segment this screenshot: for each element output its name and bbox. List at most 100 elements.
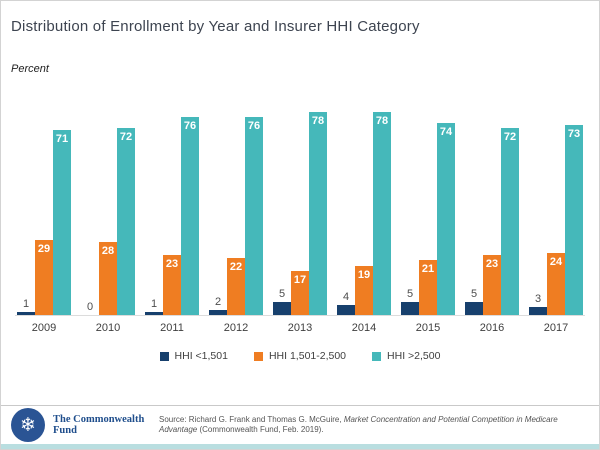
bar-2012-series0 xyxy=(209,309,227,315)
bar-2017-series2: 73 xyxy=(565,125,583,315)
bar-2013-series0 xyxy=(273,302,291,315)
legend-swatch-teal-icon xyxy=(372,351,382,361)
bar-2016-series1: 23 xyxy=(483,255,501,315)
bar-2015-series0 xyxy=(401,302,419,315)
value-label: 23 xyxy=(165,258,179,271)
bar-2016-series0 xyxy=(465,302,483,315)
bar-2013-series1: 17 xyxy=(291,270,309,315)
value-label: 23 xyxy=(485,258,499,271)
legend-swatch-orange-icon xyxy=(253,351,263,361)
x-tick-2012: 2012 xyxy=(223,322,249,334)
legend-item-hhi-mid: HHI 1,501-2,500 xyxy=(253,350,347,362)
bar-col: 28 xyxy=(99,242,117,315)
value-label: 19 xyxy=(357,268,371,281)
bar-group-2010: 0 28 72 xyxy=(81,127,135,315)
bar-col: 71 xyxy=(53,130,71,315)
bar-col: 5 xyxy=(273,288,291,315)
bar-col: 4 xyxy=(337,291,355,315)
bar-group-2013: 5 17 78 xyxy=(273,112,327,315)
bar-group-2009: 1 29 71 xyxy=(17,130,71,315)
bar-col: 74 xyxy=(437,122,455,315)
bar-col: 29 xyxy=(35,239,53,315)
bar-col: 76 xyxy=(245,117,263,315)
bar-col: 2 xyxy=(209,296,227,315)
bar-groups: 1 29 71 0 28 72 1 23 76 2 22 76 5 17 78 4 19 78 5 21 74 5 23 72… xyxy=(15,93,585,316)
commonwealth-fund-logo: ❄ The Commonwealth Fund xyxy=(11,408,145,442)
bottom-accent-strip xyxy=(1,444,599,449)
bar-col: 21 xyxy=(419,260,437,315)
value-label: 5 xyxy=(278,288,286,300)
legend-item-hhi-low: HHI <1,501 xyxy=(159,350,228,362)
bar-group-2011: 1 23 76 xyxy=(145,117,199,315)
bar-col: 72 xyxy=(501,127,519,315)
bar-group-2015: 5 21 74 xyxy=(401,122,455,315)
bar-2010-series2: 72 xyxy=(117,127,135,315)
bar-2009-series0 xyxy=(17,312,35,315)
value-label: 2 xyxy=(214,295,222,308)
legend-item-hhi-high: HHI >2,500 xyxy=(372,350,440,362)
bar-2011-series2: 76 xyxy=(181,117,199,315)
bar-col: 5 xyxy=(401,288,419,315)
spacer xyxy=(1,366,599,405)
value-label: 76 xyxy=(183,120,197,133)
value-label: 21 xyxy=(421,263,435,276)
bar-col: 1 xyxy=(17,298,35,315)
x-tick-2009: 2009 xyxy=(31,322,57,334)
page-title: Distribution of Enrollment by Year and I… xyxy=(11,18,420,35)
value-label: 72 xyxy=(503,130,517,143)
snowflake-icon: ❄ xyxy=(11,408,45,442)
bar-col: 17 xyxy=(291,270,309,315)
value-label: 5 xyxy=(406,288,414,300)
x-tick-2010: 2010 xyxy=(95,322,121,334)
bar-col: 23 xyxy=(163,255,181,315)
value-label: 0 xyxy=(86,301,94,313)
bar-2011-series0 xyxy=(145,312,163,315)
x-tick-2015: 2015 xyxy=(415,322,441,334)
value-label: 3 xyxy=(534,293,542,306)
bar-2017-series0 xyxy=(529,307,547,315)
value-label: 71 xyxy=(55,133,69,146)
bar-col: 23 xyxy=(483,255,501,315)
bar-2012-series1: 22 xyxy=(227,257,245,315)
legend-label: HHI >2,500 xyxy=(387,350,441,362)
logo-text: The Commonwealth Fund xyxy=(53,414,145,436)
source-work-title: Market Concentration and Potential Compe… xyxy=(159,415,558,434)
value-label: 22 xyxy=(229,260,243,273)
bar-group-2014: 4 19 78 xyxy=(337,112,391,315)
bar-2010-series1: 28 xyxy=(99,242,117,315)
value-label: 1 xyxy=(22,298,30,311)
bar-col: 19 xyxy=(355,265,373,315)
bar-col: 5 xyxy=(465,288,483,315)
value-label: 73 xyxy=(567,128,581,141)
bar-col: 3 xyxy=(529,293,547,315)
value-label: 17 xyxy=(293,273,307,286)
bar-group-2017: 3 24 73 xyxy=(529,125,583,315)
bar-col: 78 xyxy=(309,112,327,315)
bar-col: 1 xyxy=(145,298,163,315)
legend-label: HHI 1,501-2,500 xyxy=(268,350,347,362)
value-label: 76 xyxy=(247,120,261,133)
value-label: 72 xyxy=(119,130,133,143)
bar-2016-series2: 72 xyxy=(501,127,519,315)
chart-legend: HHI <1,501 HHI 1,501-2,500 HHI >2,500 xyxy=(1,346,599,366)
value-label: 5 xyxy=(470,288,478,300)
bar-col: 72 xyxy=(117,127,135,315)
value-label: 28 xyxy=(101,245,115,258)
bar-2015-series1: 21 xyxy=(419,260,437,315)
source-suffix: (Commonwealth Fund, Feb. 2019). xyxy=(197,425,324,434)
x-tick-2011: 2011 xyxy=(160,322,184,334)
source-citation: Source: Richard G. Frank and Thomas G. M… xyxy=(159,415,589,435)
value-label: 4 xyxy=(342,290,350,303)
legend-label: HHI <1,501 xyxy=(174,350,228,362)
bar-group-2016: 5 23 72 xyxy=(465,127,519,315)
bar-2014-series2: 78 xyxy=(373,112,391,315)
value-label: 1 xyxy=(150,298,158,311)
footer: ❄ The Commonwealth Fund Source: Richard … xyxy=(1,405,599,444)
bar-col: 0 xyxy=(81,301,99,315)
value-label: 29 xyxy=(37,242,51,255)
bar-group-2012: 2 22 76 xyxy=(209,117,263,315)
legend-swatch-navy-icon xyxy=(159,351,169,361)
source-prefix: Source: Richard G. Frank and Thomas G. M… xyxy=(159,415,344,424)
bar-2009-series2: 71 xyxy=(53,130,71,315)
